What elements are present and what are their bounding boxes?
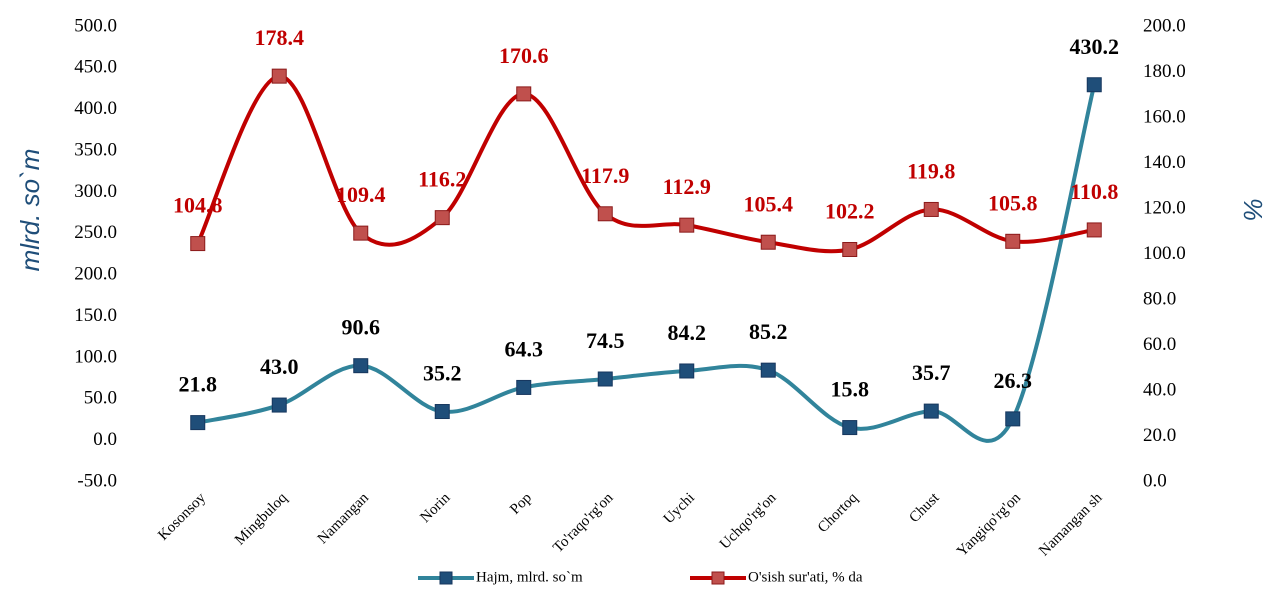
y2-tick-label: 40.0 (1143, 379, 1176, 400)
marker (516, 379, 532, 395)
y-tick-label: 200.0 (74, 264, 117, 285)
data-label: 112.9 (663, 174, 711, 199)
data-label: 105.4 (744, 191, 794, 216)
legend-label: O'sish sur'ati, % da (748, 569, 863, 585)
data-label: 116.2 (418, 167, 466, 192)
y2-tick-label: 0.0 (1143, 470, 1167, 491)
data-label: 110.8 (1070, 179, 1118, 204)
series-line (197, 84, 1097, 443)
y-tick-label: 250.0 (74, 222, 117, 243)
data-label: 26.3 (994, 368, 1033, 393)
y2-tick-label: 160.0 (1143, 106, 1186, 127)
marker (679, 363, 695, 379)
marker (923, 201, 939, 217)
legend-marker (711, 571, 725, 585)
marker (434, 210, 450, 226)
x-tick-label: Namangan sh (1036, 490, 1106, 560)
y2-tick-label: 200.0 (1143, 15, 1186, 36)
marker (353, 225, 369, 241)
data-label: 74.5 (586, 328, 625, 353)
data-label: 104.8 (173, 193, 223, 218)
y-tick-label: 350.0 (74, 139, 117, 160)
data-label: 90.6 (342, 315, 381, 340)
marker (679, 217, 695, 233)
y-tick-label: 500.0 (74, 15, 117, 36)
data-label: 117.9 (581, 163, 629, 188)
x-tick-label: Kosonsoy (155, 490, 209, 544)
marker (1005, 411, 1021, 427)
y2-tick-label: 120.0 (1143, 197, 1186, 218)
data-label: 15.8 (831, 377, 870, 402)
y-tick-label: 400.0 (74, 98, 117, 119)
x-tick-label: Uchqo'rg'on (717, 490, 780, 553)
x-tick-label: Namangan (315, 490, 373, 548)
legend-marker (439, 571, 453, 585)
x-tick-label: Uychi (661, 490, 698, 527)
data-label: 64.3 (505, 336, 544, 361)
marker (597, 371, 613, 387)
marker (271, 397, 287, 413)
x-tick-label: To'raqo'rg'on (550, 490, 617, 557)
data-label: 21.8 (179, 372, 218, 397)
series-line (195, 74, 1095, 254)
data-label: 102.2 (825, 199, 875, 224)
y-tick-label: 300.0 (74, 181, 117, 202)
data-label: 430.2 (1070, 34, 1120, 59)
marker (597, 206, 613, 222)
x-tick-label: Chortoq (815, 490, 861, 536)
y-tick-label: 100.0 (74, 346, 117, 367)
data-label: 170.6 (499, 43, 549, 68)
x-tick-label: Pop (507, 490, 535, 518)
x-tick-label: Chust (906, 489, 943, 526)
y-tick-label: 0.0 (93, 429, 117, 450)
data-label: 85.2 (749, 319, 788, 344)
marker (516, 86, 532, 102)
y2-tick-label: 100.0 (1143, 243, 1186, 264)
y2-tick-label: 80.0 (1143, 288, 1176, 309)
y2-axis-title: % (1238, 198, 1268, 221)
data-label: 35.7 (912, 360, 951, 385)
marker (760, 362, 776, 378)
marker (190, 236, 206, 252)
data-label: 105.8 (988, 190, 1038, 215)
marker (190, 415, 206, 431)
marker (434, 404, 450, 420)
y2-tick-label: 140.0 (1143, 152, 1186, 173)
data-label: 84.2 (668, 320, 707, 345)
marker (842, 241, 858, 257)
data-label: 119.8 (907, 159, 955, 184)
y-tick-label: 50.0 (84, 388, 117, 409)
y-tick-label: -50.0 (77, 470, 117, 491)
legend-label: Hajm, mlrd. so`m (476, 569, 583, 585)
data-label: 109.4 (336, 182, 386, 207)
marker (923, 403, 939, 419)
marker (842, 420, 858, 436)
y-tick-label: 450.0 (74, 57, 117, 78)
y2-tick-label: 180.0 (1143, 61, 1186, 82)
x-tick-label: Yangiqo'rg'on (954, 490, 1024, 560)
marker (1005, 233, 1021, 249)
marker (760, 234, 776, 250)
marker (1086, 77, 1102, 93)
x-tick-label: Mingbuloq (232, 490, 291, 549)
data-label: 43.0 (260, 354, 299, 379)
y2-tick-label: 60.0 (1143, 334, 1176, 355)
marker (353, 358, 369, 374)
y-axis-title: mlrd. so`m (15, 149, 45, 272)
x-tick-label: Norin (417, 490, 453, 526)
y2-tick-label: 20.0 (1143, 425, 1176, 446)
marker (271, 68, 287, 84)
data-label: 178.4 (255, 25, 305, 50)
marker (1086, 222, 1102, 238)
y-tick-label: 150.0 (74, 305, 117, 326)
data-label: 35.2 (423, 361, 462, 386)
